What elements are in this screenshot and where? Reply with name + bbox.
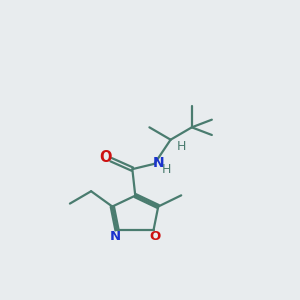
Text: O: O: [149, 230, 161, 243]
Text: H: H: [162, 163, 172, 176]
Text: N: N: [153, 156, 164, 170]
Text: H: H: [177, 140, 187, 153]
Text: N: N: [110, 230, 121, 243]
Text: O: O: [100, 150, 112, 165]
